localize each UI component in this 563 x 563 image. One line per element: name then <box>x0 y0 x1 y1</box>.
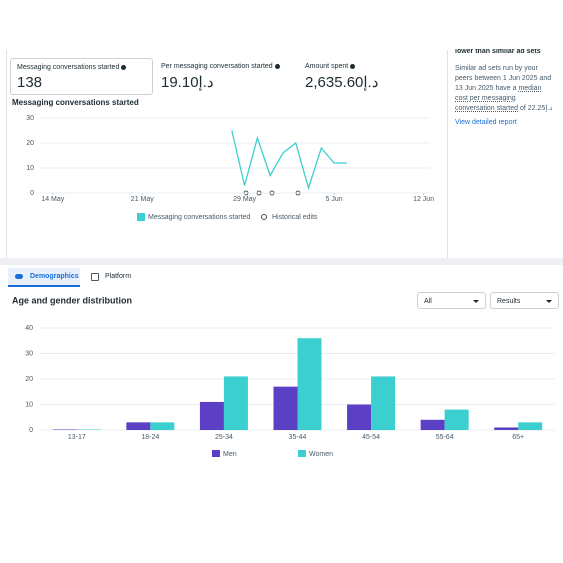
bar <box>150 422 175 430</box>
sidebar-edge <box>447 50 448 258</box>
y-tick-label: 10 <box>26 165 34 172</box>
x-tick-label: 25-34 <box>215 434 233 441</box>
y-tick-label: 0 <box>29 427 33 434</box>
info-icon <box>274 63 280 69</box>
bar <box>199 401 224 430</box>
link[interactable]: View detailed report <box>455 119 517 126</box>
bar <box>518 422 543 430</box>
y-tick-label: 20 <box>25 376 33 383</box>
chart-title: Messaging conversations started <box>12 98 139 107</box>
metric-card[interactable]: Per messaging conversation started 19.10… <box>161 63 280 91</box>
bar <box>273 386 298 430</box>
text: Messaging conversations started <box>17 64 120 71</box>
bar <box>494 427 519 430</box>
metric-value: 138 <box>17 74 43 91</box>
y-tick-label: 30 <box>26 115 34 122</box>
tab[interactable]: Platform <box>105 273 132 280</box>
legend-icon <box>261 214 267 220</box>
metric-label: Amount spent <box>305 63 378 70</box>
x-tick-label: 18-24 <box>141 434 159 441</box>
bar <box>347 404 372 430</box>
x-tick-label: 55-64 <box>436 434 454 441</box>
text: Per messaging conversation started <box>161 63 273 70</box>
tab-active[interactable]: Demographics <box>8 268 80 287</box>
metric-label: Per messaging conversation started <box>161 63 280 70</box>
bar <box>420 419 445 430</box>
metric-value: 19.10د.إ <box>161 74 214 91</box>
metric-label: Messaging conversations started <box>17 64 146 71</box>
x-tick-label: 65+ <box>512 434 524 441</box>
dropdown[interactable]: All <box>417 292 486 309</box>
bar <box>297 338 322 430</box>
y-tick-label: 40 <box>25 325 33 332</box>
y-tick-label: 30 <box>25 350 33 357</box>
y-tick-label: 0 <box>30 190 34 197</box>
legend-swatch <box>298 450 306 457</box>
metric-value: 2,635.60د.إ <box>305 74 379 91</box>
legend-label: Women <box>309 451 333 458</box>
dropdown[interactable]: Results <box>490 292 559 309</box>
x-tick-label: 45-54 <box>362 434 380 441</box>
x-tick-label: 29 May <box>233 196 256 203</box>
y-tick-label: 10 <box>25 401 33 408</box>
bar <box>223 376 248 430</box>
bar <box>52 429 77 430</box>
tab-icon <box>15 274 23 279</box>
underlined-text[interactable]: median cost per messaging conversation s… <box>455 85 542 112</box>
legend-swatch <box>137 213 145 221</box>
text: of 22.25د.إ <box>520 105 553 112</box>
x-tick-label: 21 May <box>131 196 154 203</box>
text: Amount spent <box>305 63 349 70</box>
legend-label: Men <box>223 451 237 458</box>
benchmark-heading: lower than similar ad sets <box>455 49 541 55</box>
legend-label: Messaging conversations started <box>148 214 250 221</box>
bar <box>76 429 101 430</box>
metric-card[interactable]: Amount spent 2,635.60د.إ <box>305 63 378 91</box>
y-tick-label: 20 <box>26 140 34 147</box>
x-tick-label: 14 May <box>41 196 64 203</box>
bar <box>371 376 396 430</box>
legend-swatch <box>212 450 220 457</box>
line <box>231 130 347 191</box>
bar <box>126 422 151 430</box>
legend-label: Historical edits <box>272 214 318 221</box>
x-tick-label: 35-44 <box>289 434 307 441</box>
info-icon <box>121 64 127 70</box>
x-tick-label: 13-17 <box>68 434 86 441</box>
separator <box>0 258 563 265</box>
x-tick-label: 12 Jun <box>413 196 434 203</box>
panel-edge <box>6 50 7 258</box>
x-tick-label: 5 Jun <box>326 196 343 203</box>
bar <box>444 409 469 430</box>
metric-card[interactable]: Messaging conversations started 138 <box>10 58 153 95</box>
chart-title: Age and gender distribution <box>12 295 132 305</box>
benchmark: lower than similar ad sets Similar ad se… <box>455 49 555 128</box>
info-icon <box>350 63 356 69</box>
tab-icon <box>91 273 99 281</box>
text: Similar ad sets run by your peers betwee… <box>455 65 552 92</box>
benchmark-text: Similar ad sets run by your peers betwee… <box>455 64 555 114</box>
